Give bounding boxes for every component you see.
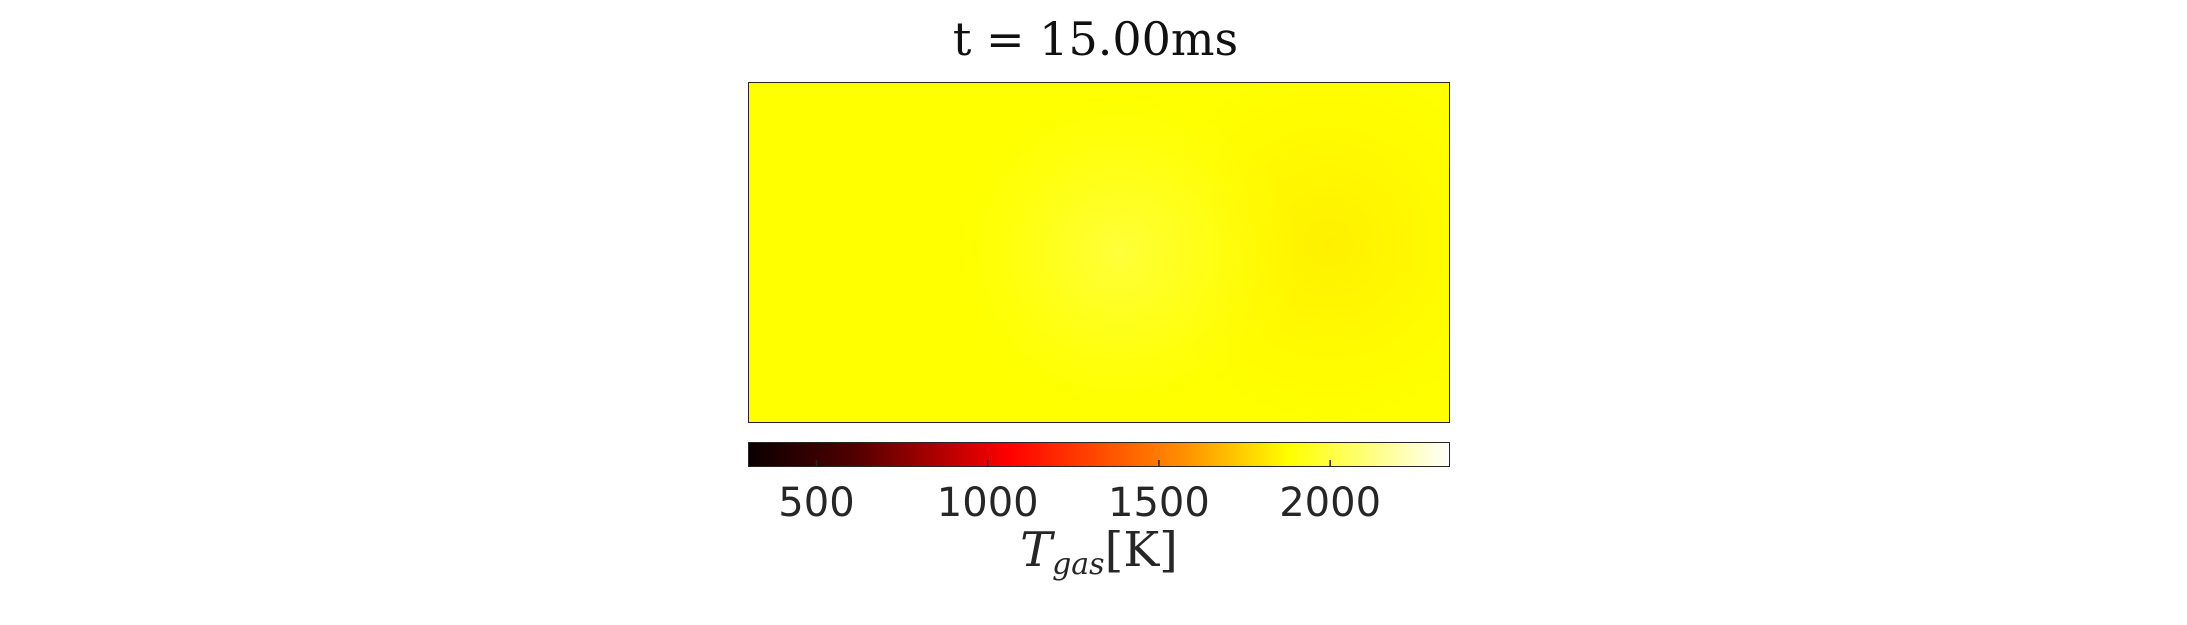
colorbar-tick-label-1000: 1000 [937, 480, 1039, 526]
colorbar-label-subscript: gas [1052, 547, 1105, 582]
colorbar-label-units: [K] [1104, 522, 1178, 578]
heatmap-plot-area [748, 82, 1450, 423]
colorbar-axis: 500 1000 1500 2000 [778, 460, 1381, 526]
colorbar-label: Tgas[K] [748, 522, 1450, 582]
colorbar [748, 442, 1450, 467]
chart-title: t = 15.00ms [952, 12, 1239, 66]
colorbar-tick-label-1500: 1500 [1108, 480, 1210, 526]
colorbar-gradient [749, 443, 1449, 466]
colorbar-tick-label-500: 500 [778, 480, 854, 526]
heatmap-hotspot [749, 83, 1449, 422]
colorbar-label-symbol: T [1020, 522, 1053, 578]
heatmap-field [749, 83, 1449, 422]
colorbar-tick-label-2000: 2000 [1279, 480, 1381, 526]
